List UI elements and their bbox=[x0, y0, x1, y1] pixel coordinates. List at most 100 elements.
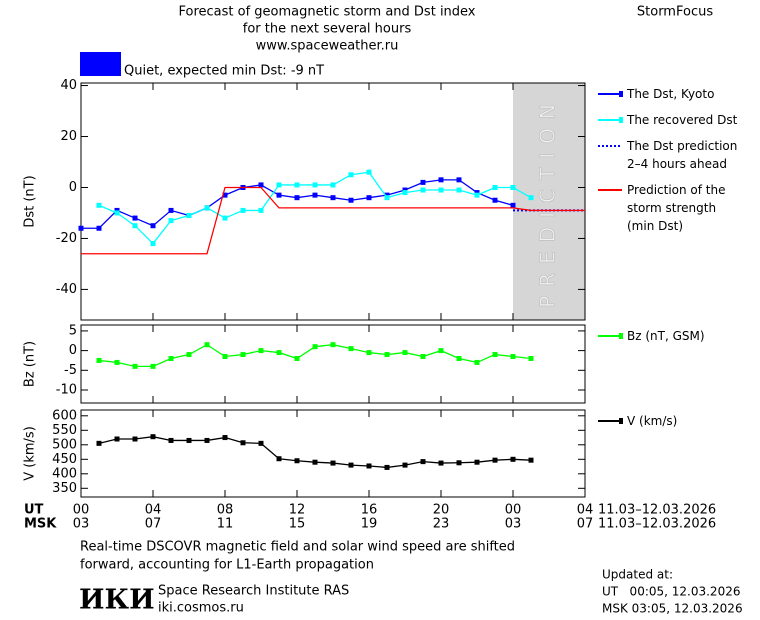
data-point bbox=[492, 197, 498, 203]
data-point bbox=[96, 357, 102, 363]
legend-swatch bbox=[598, 189, 622, 191]
y-axis-label: Dst (nT) bbox=[23, 175, 38, 227]
data-point bbox=[456, 460, 462, 466]
data-point bbox=[384, 192, 390, 198]
y-tick-label: 450 bbox=[52, 452, 77, 467]
data-point bbox=[258, 182, 264, 188]
data-point bbox=[456, 177, 462, 183]
data-point bbox=[96, 440, 102, 446]
y-tick-label: 350 bbox=[52, 481, 77, 496]
site: iki.cosmos.ru bbox=[158, 601, 244, 616]
x-tick-label: 12 bbox=[289, 503, 306, 518]
data-point bbox=[168, 437, 174, 443]
legend-entry: The Dst prediction 2–4 hours ahead bbox=[597, 137, 737, 173]
legend-entry: Bz (nT, GSM) bbox=[597, 327, 705, 345]
data-point bbox=[240, 352, 246, 358]
legend-swatch bbox=[598, 91, 623, 97]
legend-swatch bbox=[598, 145, 622, 147]
data-point bbox=[114, 436, 120, 442]
data-point bbox=[474, 192, 480, 198]
x-tick-label: 11 bbox=[217, 517, 234, 532]
data-point bbox=[258, 348, 264, 354]
x-tick-label: 04 bbox=[145, 503, 162, 518]
x-tick-label: 20 bbox=[433, 503, 450, 518]
data-point bbox=[132, 436, 138, 442]
data-point bbox=[438, 348, 444, 354]
data-point bbox=[528, 457, 534, 463]
x-tick-label: 16 bbox=[361, 503, 378, 518]
brand: StormFocus bbox=[637, 5, 713, 20]
data-point bbox=[528, 355, 534, 361]
data-point bbox=[114, 359, 120, 365]
x-tick-label: 15 bbox=[289, 517, 306, 532]
legend-label: The recovered Dst bbox=[627, 113, 738, 127]
x-tick-label: 19 bbox=[361, 517, 378, 532]
data-point bbox=[510, 202, 516, 208]
data-point bbox=[312, 459, 318, 465]
data-point bbox=[168, 355, 174, 361]
data-point bbox=[96, 225, 102, 231]
data-point bbox=[258, 440, 264, 446]
y-tick-label: 40 bbox=[60, 78, 77, 93]
x-axis-label: UT bbox=[24, 503, 44, 518]
status-label: Quiet, expected min Dst: -9 nT bbox=[124, 64, 324, 79]
data-point bbox=[384, 195, 390, 201]
y-tick-label: 0 bbox=[69, 343, 77, 358]
legend-swatch bbox=[598, 333, 623, 339]
data-point bbox=[276, 192, 282, 198]
data-point bbox=[312, 182, 318, 188]
y-tick-label: 5 bbox=[69, 323, 77, 338]
y-tick-label: -40 bbox=[56, 282, 77, 297]
legend-marker bbox=[619, 418, 623, 424]
legend-entry: The recovered Dst bbox=[597, 111, 737, 129]
y-axis-label: V (km/s) bbox=[23, 426, 38, 481]
legend-swatch bbox=[598, 418, 623, 424]
y-axis-label: Bz (nT) bbox=[23, 341, 38, 387]
legend: Bz (nT, GSM) bbox=[597, 327, 705, 353]
data-point bbox=[168, 207, 174, 213]
prediction-label: PREDICTION bbox=[536, 95, 560, 308]
x-tick-label: 03 bbox=[73, 517, 90, 532]
prediction-region bbox=[513, 83, 585, 320]
data-point bbox=[384, 352, 390, 358]
data-point bbox=[492, 184, 498, 190]
data-point bbox=[150, 434, 156, 440]
data-point bbox=[222, 215, 228, 221]
legend-label: Bz (nT, GSM) bbox=[627, 329, 705, 343]
data-point bbox=[366, 463, 372, 469]
data-point bbox=[330, 342, 336, 348]
data-point bbox=[150, 241, 156, 247]
data-point bbox=[132, 223, 138, 229]
data-point bbox=[222, 435, 228, 441]
date-range: 11.03–12.03.2026 bbox=[598, 503, 716, 518]
data-point bbox=[474, 190, 480, 196]
data-point bbox=[438, 187, 444, 193]
data-point bbox=[330, 460, 336, 466]
data-point bbox=[204, 342, 210, 348]
subtitle: for the next several hours bbox=[243, 22, 412, 37]
data-point bbox=[330, 182, 336, 188]
data-point bbox=[510, 456, 516, 462]
data-point bbox=[348, 346, 354, 352]
data-point bbox=[474, 359, 480, 365]
data-point bbox=[312, 344, 318, 350]
data-point bbox=[258, 207, 264, 213]
legend: V (km/s) bbox=[597, 412, 677, 438]
data-point bbox=[294, 195, 300, 201]
data-point bbox=[96, 202, 102, 208]
x-tick-label: 00 bbox=[505, 503, 522, 518]
date-range: 11.03–12.03.2026 bbox=[598, 517, 716, 532]
logo: ИКИ bbox=[79, 585, 155, 616]
data-point bbox=[456, 355, 462, 361]
data-point bbox=[150, 363, 156, 369]
data-point bbox=[312, 192, 318, 198]
legend-entry: V (km/s) bbox=[597, 412, 677, 430]
plot-frame bbox=[80, 324, 586, 404]
data-point bbox=[510, 354, 516, 360]
institute: Space Research Institute RAS bbox=[158, 584, 349, 599]
series-line bbox=[81, 186, 585, 255]
y-tick-label: 550 bbox=[52, 423, 77, 438]
data-point bbox=[186, 437, 192, 443]
y-tick-label: 20 bbox=[60, 129, 77, 144]
